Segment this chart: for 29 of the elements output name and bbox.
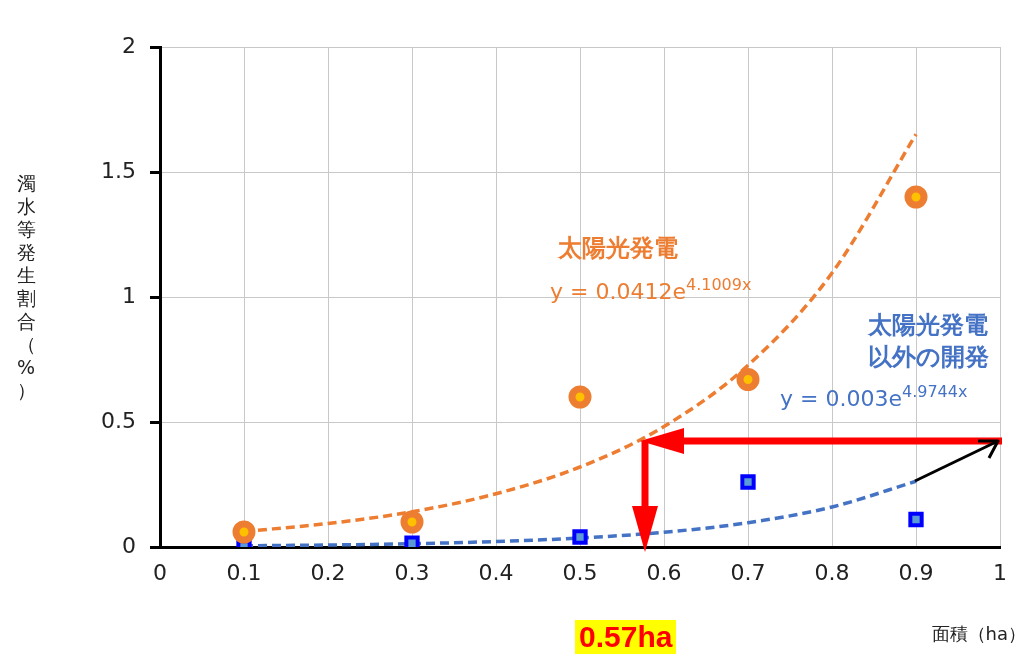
x-axis-title: 面積（ha） [931,622,1026,646]
x-tick-label: 1 [993,559,1007,585]
x-tick-label: 0.1 [226,559,262,585]
y-tick-label: 2 [122,32,136,58]
x-tick-label: 0.2 [310,559,346,585]
text: 濁水等発生割合（%） [16,172,36,401]
point [568,385,592,409]
x-tick-label: 0.3 [394,559,430,585]
point [572,529,588,545]
x-tick-label: 0 [153,559,167,585]
text: 太陽光発電以外の開発 [868,310,990,373]
x-tick-label: 0.4 [478,559,514,585]
x-tick-label: 0.8 [814,559,850,585]
x-tick-label: 0.6 [646,559,682,585]
point [740,474,756,490]
text: 太陽光発電 [558,233,679,264]
point [232,520,256,544]
point [904,185,928,209]
x-tick-label: 0.5 [562,559,598,585]
y-tick-label: 1.5 [101,157,136,183]
point [908,511,924,528]
y-tick-label: 0.5 [101,407,136,433]
y-tick-label: 1 [122,282,136,308]
point [736,368,760,391]
x-tick-label: 0.7 [730,559,766,585]
text: 0.57ha [575,620,677,654]
x-tick-label: 0.9 [898,559,934,585]
point [400,510,424,534]
y-tick-label: 0 [122,532,136,558]
